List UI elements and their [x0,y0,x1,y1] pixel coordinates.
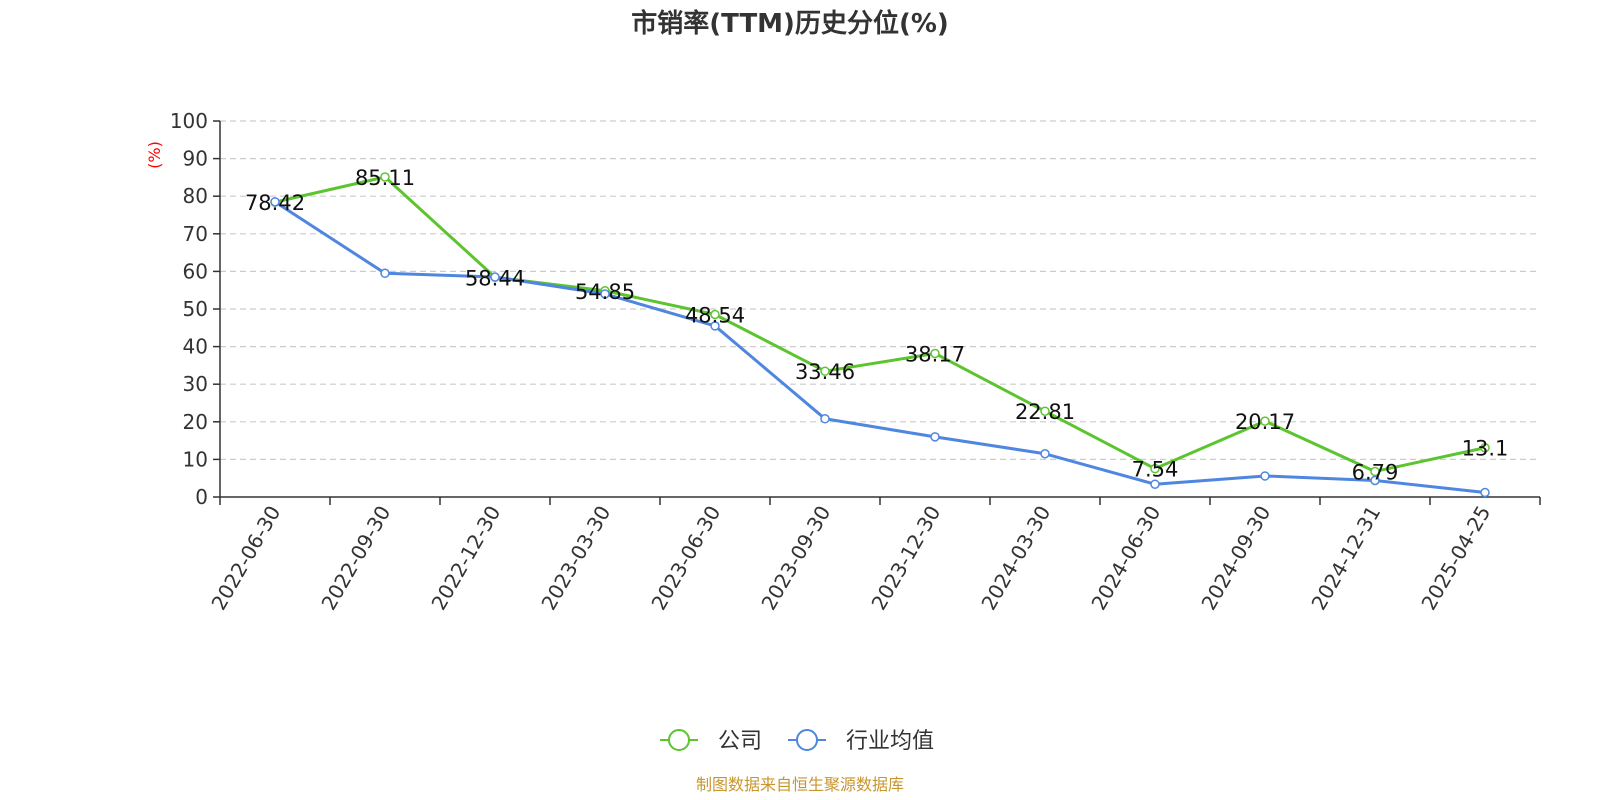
data-point [820,366,830,376]
y-tick-label: 10 [183,447,208,471]
data-point [1370,466,1380,477]
legend-label: 行业均值 [846,729,934,754]
source-note: 制图数据来自恒生聚源数据库 [696,775,904,794]
data-label: 7.54 [1132,458,1179,482]
x-tick-label: 2023-12-30 [866,502,945,615]
y-tick-label: 0 [195,485,208,509]
legend-label: 公司 [718,729,762,754]
data-point [1040,449,1050,459]
grid-lines [220,120,1540,460]
legend[interactable]: 公司 行业均值 [660,729,934,754]
chart-title: 市销率(TTM)历史分位(%) [631,8,949,39]
data-label: 6.79 [1352,460,1399,484]
data-label: 22.81 [1015,400,1075,424]
y-axis-ticks: 0 10 20 30 40 50 60 70 80 90 100 [170,109,220,509]
data-labels: 78.42 85.11 58.44 54.85 48.54 33.46 38.17 22.81… [245,166,1508,484]
data-point [1150,479,1160,489]
data-point [1260,471,1270,481]
data-label: 33.46 [795,360,855,384]
data-point [1480,442,1490,453]
x-tick-label: 2024-12-31 [1306,502,1385,615]
data-point [270,197,280,207]
x-tick-label: 2024-06-30 [1086,502,1165,615]
data-point [490,272,500,282]
y-tick-label: 20 [183,410,208,434]
data-point [600,289,610,299]
data-point [1150,463,1160,474]
data-point [1040,406,1050,416]
x-tick-label: 2024-03-30 [976,502,1055,615]
x-tick-label: 2022-12-30 [426,502,505,615]
series-line-1 [274,200,1486,494]
legend-marker [668,729,690,751]
y-tick-label: 80 [183,184,208,208]
y-axis-label: (%) [145,141,164,169]
data-point [710,321,720,331]
data-label: 20.17 [1235,410,1295,434]
x-tick-label: 2023-09-30 [756,502,835,615]
data-label: 85.11 [355,166,415,190]
data-label: 54.85 [575,280,635,304]
x-tick-label: 2022-06-30 [206,502,285,615]
y-tick-label: 60 [183,259,208,283]
data-label: 13.1 [1462,437,1509,461]
x-tick-label: 2023-06-30 [646,502,725,615]
y-tick-label: 90 [183,147,208,171]
y-tick-label: 100 [170,109,208,133]
data-point [1480,487,1490,498]
x-axis-ticks: 2022-06-30 2022-09-30 2022-12-30 2023-03-30… [206,497,1541,615]
data-point [930,348,940,359]
data-point [380,172,390,182]
data-label: 78.42 [245,191,305,215]
data-label: 38.17 [905,342,965,366]
x-tick-label: 2023-03-30 [536,502,615,615]
x-tick-label: 2024-09-30 [1196,502,1275,615]
legend-item-1[interactable]: 行业均值 [788,729,934,754]
series-lines [270,172,1490,498]
data-point [1370,475,1380,486]
y-tick-label: 50 [183,297,208,321]
legend-marker [796,729,818,751]
y-tick-label: 40 [183,335,208,359]
data-label: 58.44 [465,266,525,290]
series-line-0 [274,175,1486,473]
data-point [380,268,390,279]
data-point [930,432,940,442]
legend-item-0[interactable]: 公司 [660,729,762,754]
data-label: 48.54 [685,303,745,327]
data-point [1260,416,1270,426]
x-tick-label: 2022-09-30 [316,502,395,615]
x-tick-label: 2025-04-25 [1416,502,1495,615]
y-tick-label: 30 [183,372,208,396]
data-point [710,309,720,320]
y-tick-label: 70 [183,222,208,246]
data-point [820,414,830,424]
